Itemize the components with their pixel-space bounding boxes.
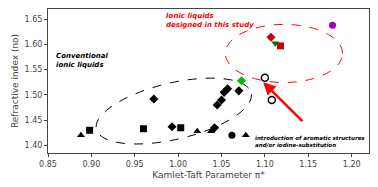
svg-text:1.50: 1.50 [25,91,43,100]
svg-text:1.05: 1.05 [213,160,231,169]
svg-text:1.60: 1.60 [25,40,43,49]
svg-text:Conventionalionic liquids: Conventionalionic liquids [56,52,108,69]
svg-text:0.95: 0.95 [126,160,144,169]
svg-text:1.15: 1.15 [299,160,317,169]
svg-text:1.10: 1.10 [256,160,274,169]
svg-text:0.90: 0.90 [82,160,100,169]
svg-text:1.40: 1.40 [25,141,43,150]
svg-text:0.85: 0.85 [39,160,57,169]
svg-text:Refractive index (nᴅ): Refractive index (nᴅ) [10,34,20,128]
svg-text:1.45: 1.45 [25,116,43,125]
svg-text:introduction of aromatic struc: introduction of aromatic structuresand/o… [255,135,365,148]
svg-text:1.00: 1.00 [169,160,187,169]
svg-text:1.55: 1.55 [25,65,43,74]
svg-text:Ionic liquidsdesigned in this: Ionic liquidsdesigned in this study [166,12,254,29]
svg-text:1.65: 1.65 [25,15,43,24]
svg-text:1.20: 1.20 [343,160,361,169]
svg-text:Kamlet-Taft Parameter π*: Kamlet-Taft Parameter π* [152,170,265,180]
